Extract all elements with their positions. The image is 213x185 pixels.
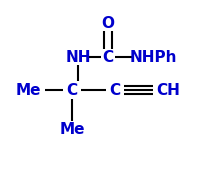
Text: NH: NH: [65, 50, 91, 65]
Text: CH: CH: [156, 83, 180, 97]
Text: Me: Me: [59, 122, 85, 137]
Text: O: O: [102, 16, 115, 31]
Text: NHPh: NHPh: [129, 50, 177, 65]
Text: C: C: [66, 83, 78, 97]
Text: C: C: [109, 83, 121, 97]
Text: Me: Me: [15, 83, 41, 97]
Text: C: C: [102, 50, 114, 65]
